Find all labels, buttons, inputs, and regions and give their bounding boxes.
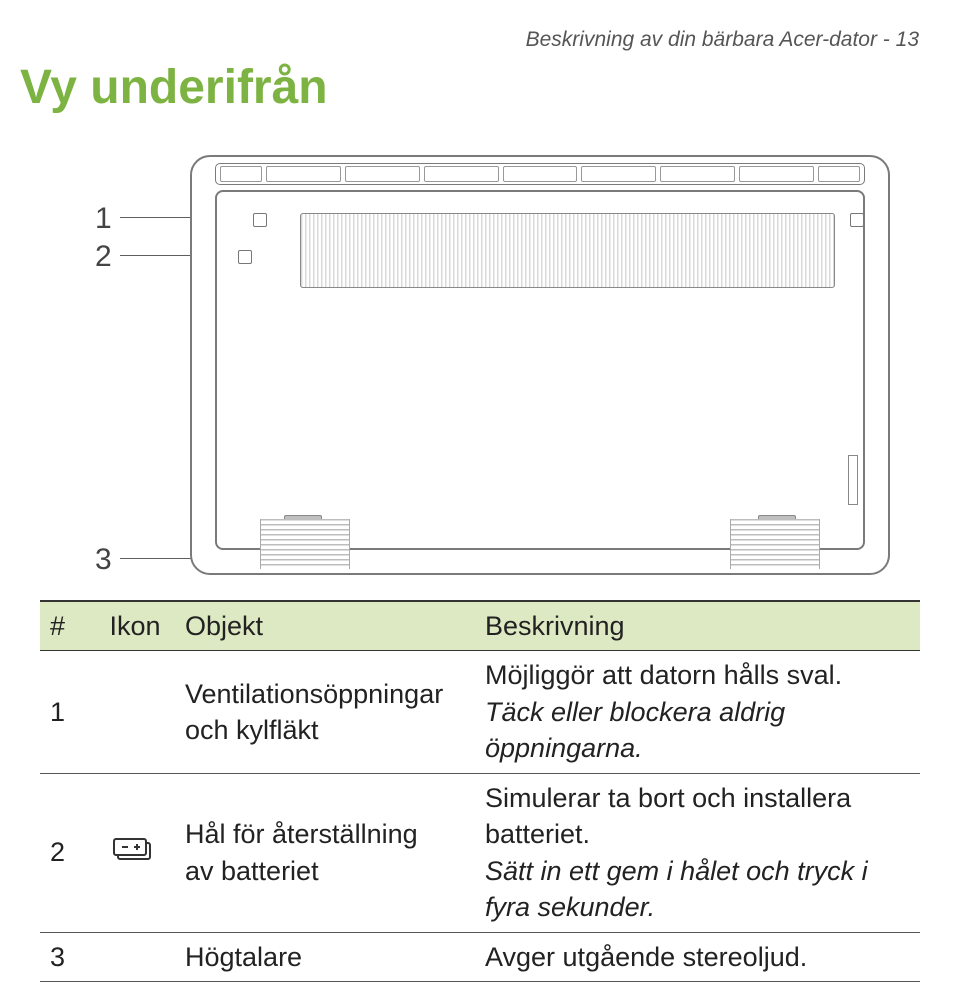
col-desc: Beskrivning [475,602,920,650]
desc-line: Möjliggör att datorn hålls sval. [485,657,910,693]
desc-line-italic: Täck eller blockera aldrig öppningarna. [485,694,910,767]
row-obj: Hål för återställning av batteriet [175,810,475,895]
table-row: 2 Hål för återställning av batteriet Sim… [40,774,920,933]
row-num: 2 [40,828,95,876]
obj-line: av batteriet [185,853,465,889]
obj-line: Ventilationsöppningar [185,676,465,712]
col-icon: Ikon [95,602,175,650]
row-icon [95,706,175,718]
screw-hole [850,213,864,227]
battery-reset-icon [112,833,158,863]
obj-line: Hål för återställning [185,816,465,852]
callout-3: 3 [95,543,112,577]
parts-table: # Ikon Objekt Beskrivning 1 Ventilations… [40,600,920,982]
callout-2: 2 [95,240,112,274]
table-row: 3 Högtalare Avger utgående stereoljud. [40,933,920,982]
ventilation-area [300,213,835,288]
obj-line: Högtalare [185,939,465,975]
row-obj: Ventilationsöppningar och kylfläkt [175,670,475,755]
speaker-right [730,519,820,569]
battery-reset-hole [238,250,252,264]
desc-line: Avger utgående stereoljud. [485,939,910,975]
side-pad [848,455,858,505]
callout-1: 1 [95,202,112,236]
row-icon [95,951,175,963]
obj-line: och kylfläkt [185,712,465,748]
page-header-right: Beskrivning av din bärbara Acer-dator - … [526,28,919,52]
col-obj: Objekt [175,602,475,650]
diagram: 1 2 3 [40,140,920,580]
speaker-left [260,519,350,569]
col-num: # [40,602,95,650]
desc-line: Simulerar ta bort och installera batteri… [485,780,910,853]
row-desc: Simulerar ta bort och installera batteri… [475,774,920,932]
row-obj: Högtalare [175,933,475,981]
row-desc: Avger utgående stereoljud. [475,933,920,981]
row-num: 3 [40,933,95,981]
laptop-bottom-illustration [190,155,890,575]
hinge-vent-strip [215,163,865,185]
row-icon [95,827,175,878]
row-num: 1 [40,688,95,736]
page-title: Vy underifrån [20,60,328,115]
row-desc: Möjliggör att datorn hålls sval. Täck el… [475,651,920,772]
table-header: # Ikon Objekt Beskrivning [40,600,920,651]
screw-hole [253,213,267,227]
table-row: 1 Ventilationsöppningar och kylfläkt Möj… [40,651,920,773]
desc-line-italic: Sätt in ett gem i hålet och tryck i fyra… [485,853,910,926]
